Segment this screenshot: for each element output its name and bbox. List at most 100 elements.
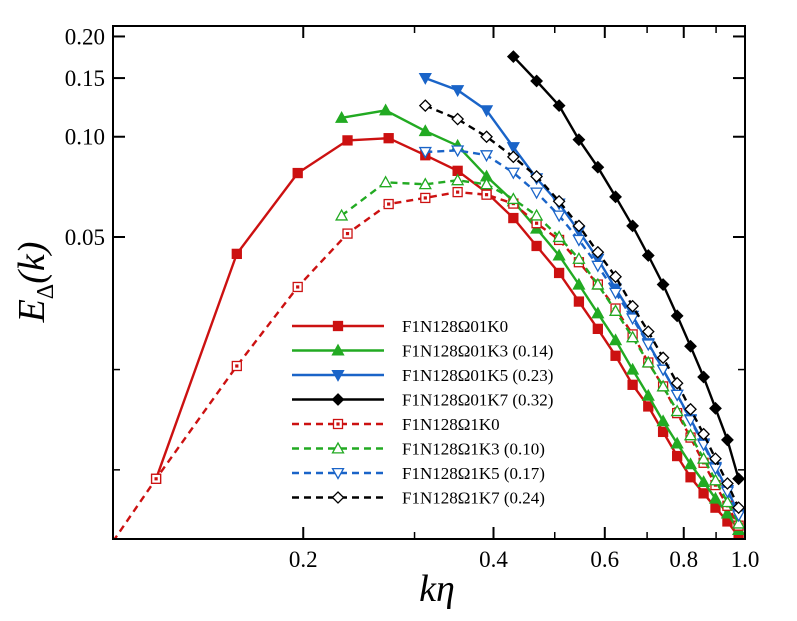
data-point (721, 477, 734, 490)
legend-marker (331, 491, 345, 504)
data-point (506, 167, 520, 180)
legend-marker (331, 393, 345, 406)
data-point (656, 278, 670, 291)
data-point (530, 170, 544, 183)
data-point (383, 133, 394, 144)
data-point (506, 150, 520, 164)
data-point (720, 506, 735, 519)
data-point (591, 306, 605, 319)
data-point (656, 364, 670, 377)
data-point (697, 427, 711, 441)
legend-label: F1N128Ω01K7 (0.32) (402, 391, 553, 410)
data-point (508, 212, 519, 224)
legend-label: F1N128Ω1K5 (0.17) (402, 464, 545, 483)
plot-frame (112, 25, 746, 540)
legend-item: F1N128Ω01K0 (292, 317, 508, 336)
data-point (610, 350, 621, 361)
data-point (451, 145, 465, 158)
data-point (479, 150, 494, 163)
data-point (608, 333, 623, 346)
data-point (591, 260, 605, 273)
data-point (683, 415, 698, 427)
data-point (379, 175, 393, 188)
data-point (451, 85, 465, 97)
data-point (626, 362, 640, 375)
data-point (479, 105, 494, 118)
data-point (531, 240, 542, 252)
data-point (708, 473, 723, 486)
data-point (572, 219, 586, 233)
legend-label: F1N128Ω1K0 (402, 415, 500, 434)
legend: F1N128Ω01K0 F1N128Ω01K3 (0.14) F1N128Ω01K5… (292, 317, 553, 508)
data-point (626, 313, 640, 326)
data-point (292, 167, 303, 179)
data-point (591, 160, 605, 174)
x-tick-label: 0.8 (669, 547, 698, 572)
data-point (732, 501, 745, 515)
data-point (552, 194, 566, 208)
legend-item: F1N128Ω01K3 (0.14) (292, 342, 553, 361)
data-point (342, 135, 353, 146)
data-point (720, 495, 735, 508)
series-1 (150, 133, 744, 539)
x-tick-label: 0.6 (590, 547, 619, 572)
data-point (656, 379, 670, 392)
legend-marker (331, 343, 345, 356)
legend-item: F1N128Ω01K7 (0.32) (292, 391, 553, 410)
legend-item: F1N128Ω1K7 (0.24) (292, 489, 545, 508)
data-point (709, 452, 722, 466)
data-point (732, 472, 745, 486)
data-point (529, 187, 544, 200)
series-line (340, 179, 740, 525)
data-point-dot (484, 193, 489, 197)
data-point (670, 389, 684, 402)
data-point (591, 245, 605, 259)
data-point (608, 287, 623, 300)
data-point (479, 177, 494, 190)
data-point (696, 451, 711, 464)
data-point (451, 173, 465, 186)
data-point (683, 428, 698, 441)
data-point (335, 208, 349, 221)
data-point (418, 177, 432, 190)
data-point (670, 436, 684, 449)
data-point (697, 370, 711, 384)
data-point (685, 472, 696, 483)
legend-item: F1N128Ω01K5 (0.23) (292, 366, 553, 385)
data-point (626, 299, 640, 313)
series-line (512, 55, 740, 480)
data-point (572, 234, 586, 247)
x-tick-label: 0.4 (479, 547, 508, 572)
data-point (573, 296, 585, 307)
data-point (641, 355, 655, 368)
legend-label: F1N128Ω1K3 (0.10) (402, 440, 545, 459)
data-point (335, 110, 349, 123)
legend-label: F1N128Ω1K7 (0.24) (402, 489, 545, 508)
data-point (696, 475, 711, 487)
data-point (552, 248, 566, 261)
legend-marker (331, 467, 345, 480)
legend-marker-dot (336, 422, 340, 426)
data-point-dot (423, 196, 427, 200)
data-point (670, 404, 684, 417)
data-point (732, 516, 745, 529)
data-point (627, 379, 638, 390)
data-point (670, 309, 684, 323)
legend-item: F1N128Ω1K3 (0.10) (292, 440, 545, 459)
data-point (626, 330, 640, 343)
data-point (672, 450, 683, 462)
series-group (113, 50, 745, 539)
legend-marker (332, 320, 344, 332)
data-point-dot (387, 202, 391, 206)
data-point (709, 401, 722, 415)
data-point (506, 142, 520, 155)
data-point (698, 488, 709, 499)
data-point (529, 208, 544, 221)
data-point (609, 190, 622, 204)
data-point (656, 414, 670, 427)
data-point-dot (534, 221, 539, 225)
x-tick-label: 1.0 (731, 547, 760, 572)
data-point (572, 251, 586, 264)
data-point (451, 112, 465, 126)
data-point (721, 433, 734, 447)
